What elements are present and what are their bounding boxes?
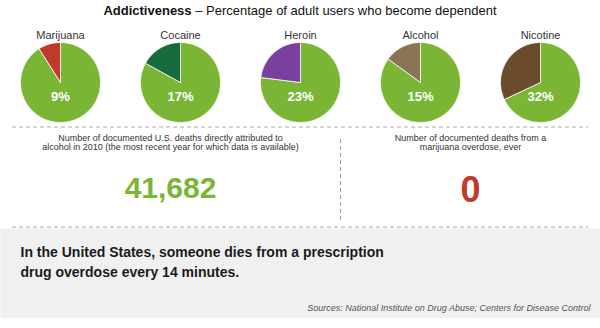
svg-text:Alcohol: Alcohol (402, 29, 438, 41)
svg-text:Sources: National Institute on: Sources: National Institute on Drug Abus… (307, 303, 591, 313)
svg-text:17%: 17% (167, 89, 193, 104)
svg-text:drug overdose every 14 minutes: drug overdose every 14 minutes. (21, 264, 240, 280)
svg-text:Heroin: Heroin (284, 29, 316, 41)
svg-text:32%: 32% (527, 89, 553, 104)
svg-text:9%: 9% (51, 89, 70, 104)
svg-text:In the United States, someone: In the United States, someone dies from … (21, 244, 384, 260)
svg-text:41,682: 41,682 (125, 171, 217, 204)
svg-text:0: 0 (460, 169, 480, 210)
svg-text:23%: 23% (287, 89, 313, 104)
svg-text:15%: 15% (407, 89, 433, 104)
svg-text:Nicotine: Nicotine (521, 29, 561, 41)
svg-text:Number of documented deaths fr: Number of documented deaths from amariju… (395, 133, 547, 152)
html-text:Addictiveness – Percentage of: Addictiveness – Percentage of adult user… (103, 3, 497, 18)
svg-text:Cocaine: Cocaine (160, 29, 200, 41)
svg-text:Number of documented U.S. deat: Number of documented U.S. deaths directl… (42, 133, 299, 152)
svg-text:Marijuana: Marijuana (36, 29, 85, 41)
